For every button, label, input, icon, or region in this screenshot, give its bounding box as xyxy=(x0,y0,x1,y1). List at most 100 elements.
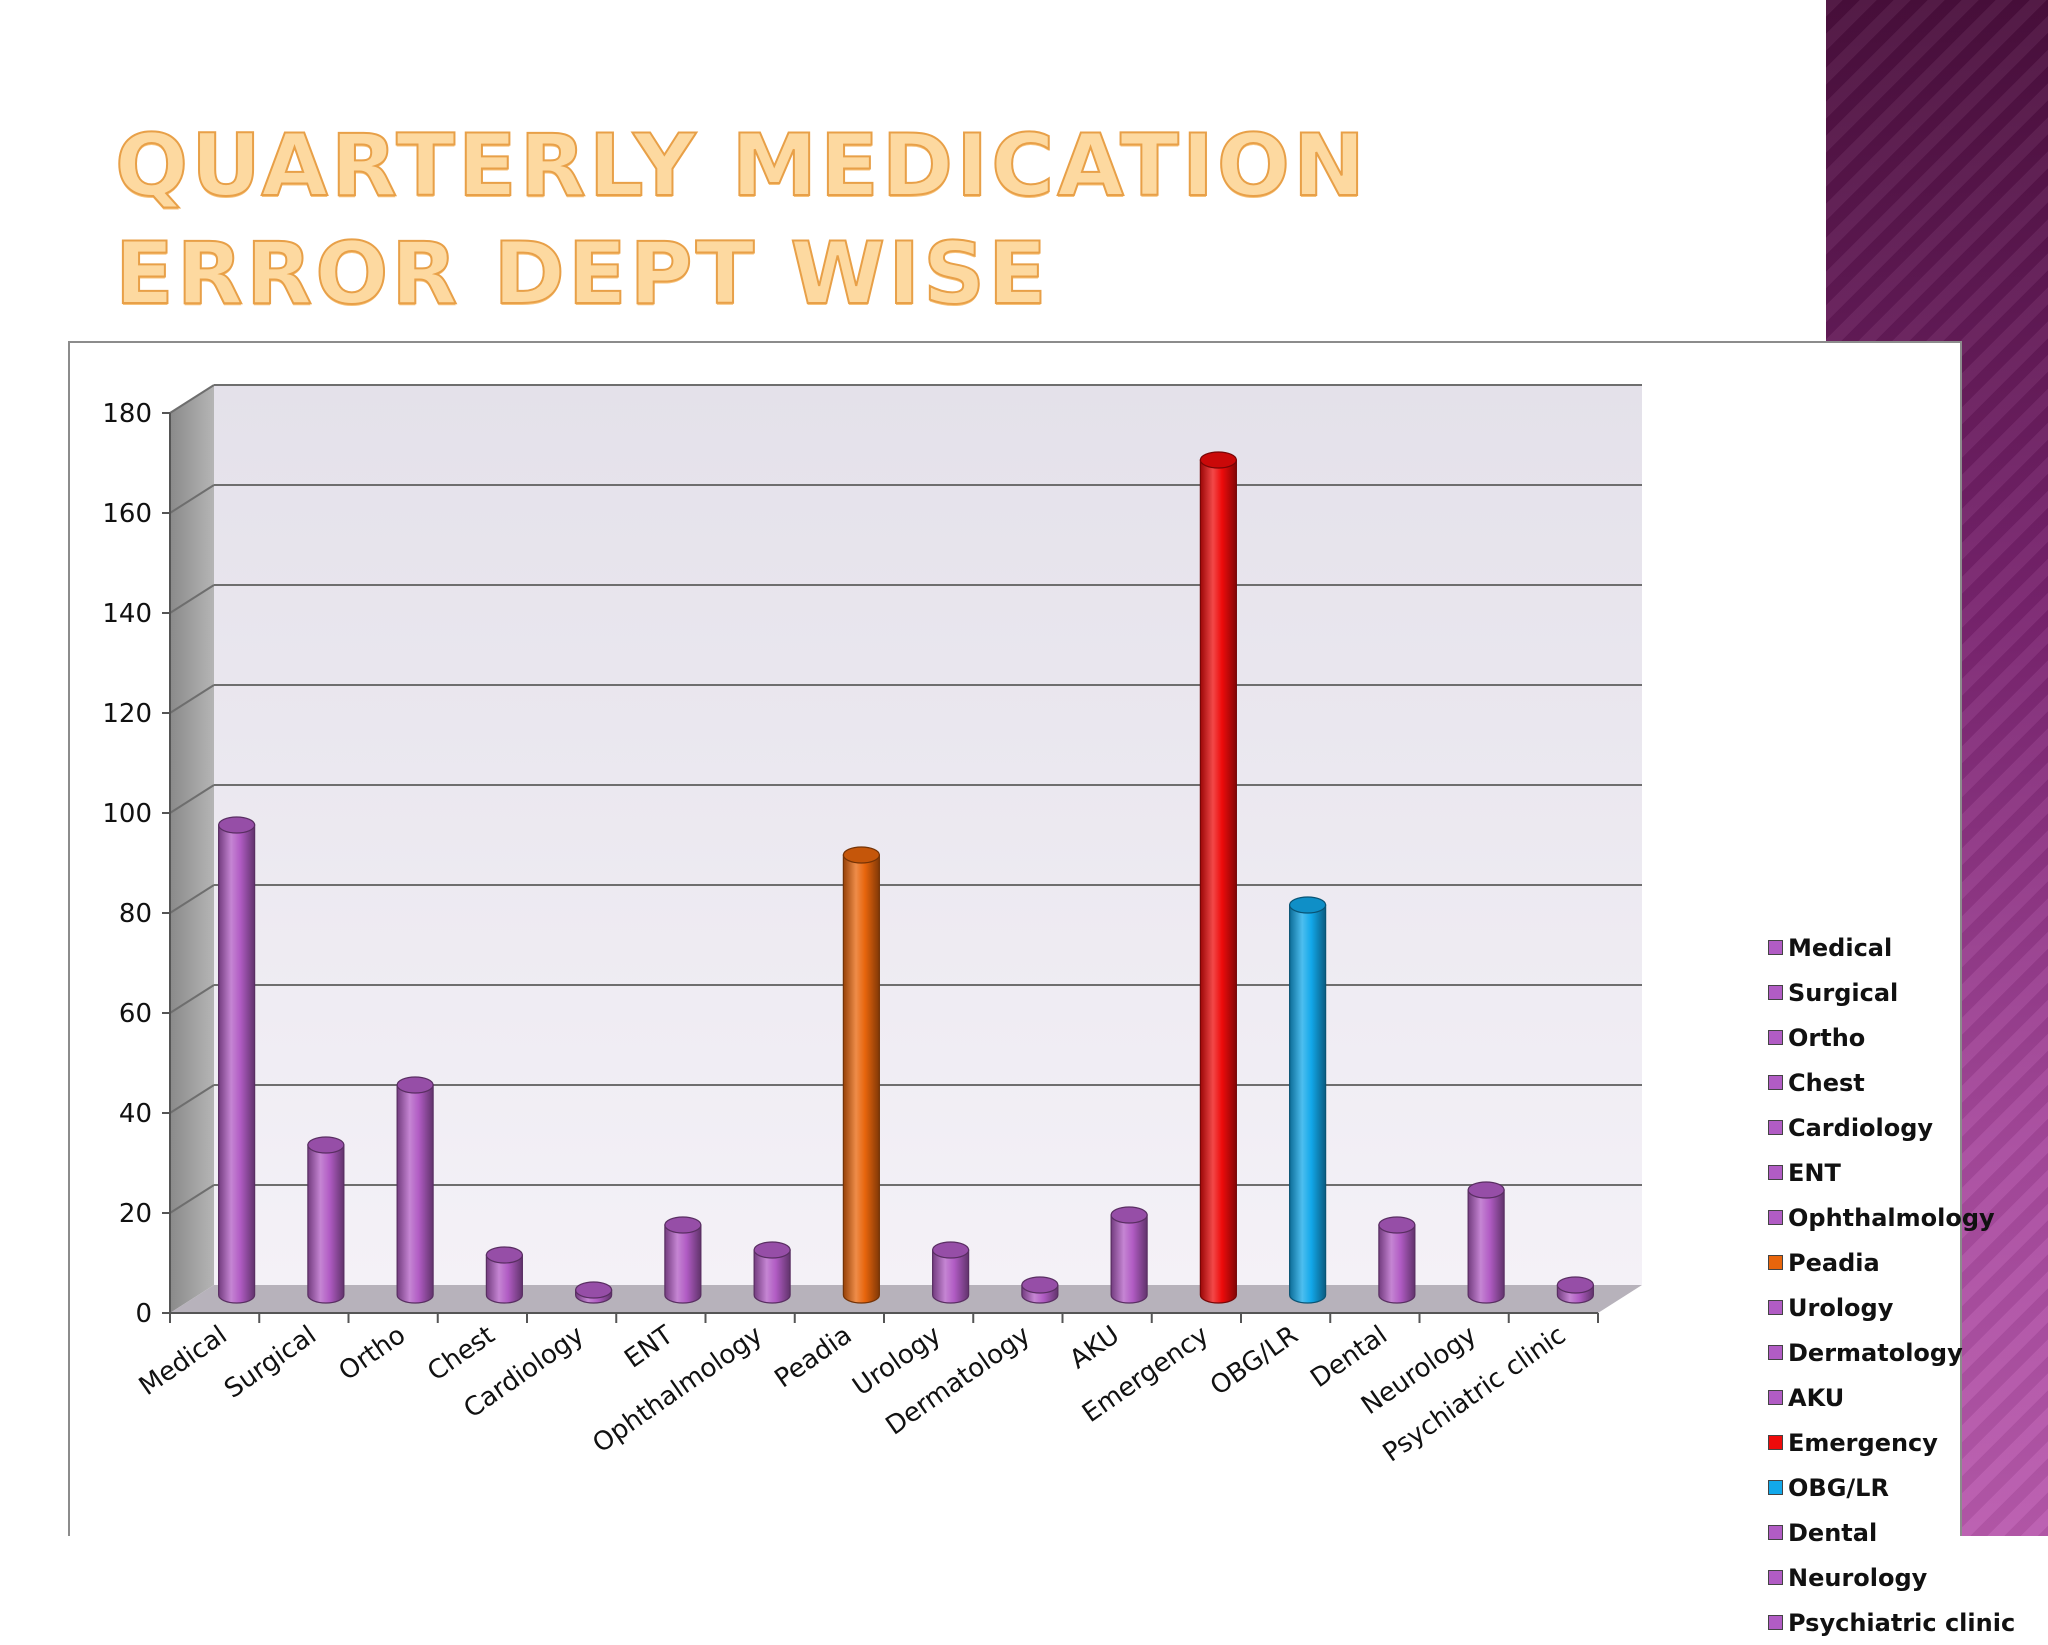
bar-dental xyxy=(1378,1224,1416,1304)
bar-top-cap xyxy=(1467,1181,1505,1199)
legend-entry: OBG/LR xyxy=(1768,1465,2028,1510)
bar-urology xyxy=(932,1249,970,1304)
legend-entry: Medical xyxy=(1768,925,2028,970)
bar-obg-lr xyxy=(1289,904,1327,1304)
gridline-side xyxy=(169,984,215,1014)
bar-top-cap xyxy=(932,1241,970,1259)
legend-label: Ophthalmology xyxy=(1788,1203,1995,1232)
bar-ortho xyxy=(396,1084,434,1304)
bar-ent xyxy=(664,1224,702,1304)
x-tick-label: Peadia xyxy=(769,1320,857,1394)
x-tick-label: Medical xyxy=(134,1320,233,1402)
gridline-side xyxy=(169,684,215,714)
bar-emergency xyxy=(1199,459,1237,1304)
bar-top-cap xyxy=(1556,1276,1594,1294)
y-tick-label: 120 xyxy=(102,699,152,729)
gridline-side xyxy=(169,884,215,914)
legend-label: Chest xyxy=(1788,1068,1865,1097)
x-tick-label: Surgical xyxy=(219,1320,322,1404)
gridline-side xyxy=(169,1084,215,1114)
gridline-side xyxy=(169,1184,215,1214)
y-tick-label: 20 xyxy=(119,1199,152,1229)
legend-label: Medical xyxy=(1788,933,1893,962)
legend-swatch xyxy=(1768,1075,1783,1090)
gridline-side xyxy=(169,384,215,414)
chart-side-wall xyxy=(170,385,214,1313)
legend-swatch xyxy=(1768,1210,1783,1225)
y-tick-label: 160 xyxy=(102,499,152,529)
legend-swatch xyxy=(1768,1165,1783,1180)
legend-swatch xyxy=(1768,1480,1783,1495)
y-tick-label: 100 xyxy=(102,799,152,829)
chart-back-wall xyxy=(214,385,1642,1285)
legend-swatch xyxy=(1768,1615,1783,1630)
bar-chest xyxy=(485,1254,523,1304)
bar-top-cap xyxy=(307,1136,345,1154)
bar-top-cap xyxy=(1289,896,1327,914)
legend-swatch xyxy=(1768,1345,1783,1360)
legend-label: Surgical xyxy=(1788,978,1899,1007)
legend-label: Emergency xyxy=(1788,1428,1938,1457)
bar-top-cap xyxy=(753,1241,791,1259)
bar-neurology xyxy=(1467,1189,1505,1304)
legend-entry: Surgical xyxy=(1768,970,2028,1015)
legend-swatch xyxy=(1768,1030,1783,1045)
legend-entry: Ortho xyxy=(1768,1015,2028,1060)
legend-label: Dental xyxy=(1788,1518,1878,1547)
x-tick-label: Chest xyxy=(422,1320,500,1387)
x-tick-label: Ortho xyxy=(334,1320,412,1387)
slide-title: Quarterly Medication Error Dept wise xyxy=(114,115,1368,325)
bar-top-cap xyxy=(842,846,880,864)
bar-surgical xyxy=(307,1144,345,1304)
bar-medical xyxy=(218,824,256,1304)
legend-label: Neurology xyxy=(1788,1563,1928,1592)
legend-entry: AKU xyxy=(1768,1375,2028,1420)
x-tick-label: ENT xyxy=(619,1320,679,1374)
y-tick-label: 40 xyxy=(119,1099,152,1129)
bar-peadia xyxy=(842,854,880,1304)
gridline-side xyxy=(169,584,215,614)
bar-top-cap xyxy=(485,1246,523,1264)
legend-swatch xyxy=(1768,985,1783,1000)
legend-entry: Dermatology xyxy=(1768,1330,2028,1375)
legend-label: Ortho xyxy=(1788,1023,1866,1052)
legend-entry: Ophthalmology xyxy=(1768,1195,2028,1240)
legend-swatch xyxy=(1768,1300,1783,1315)
y-tick-label: 60 xyxy=(119,999,152,1029)
chart-container: 0 20 40 60 80 100 120 140 160 180 Medical Surgical O… xyxy=(68,341,2015,1637)
legend-entry: Chest xyxy=(1768,1060,2028,1105)
legend-swatch xyxy=(1768,1435,1783,1450)
y-tick-label: 0 xyxy=(135,1299,152,1329)
legend-entry: Neurology xyxy=(1768,1555,2028,1600)
y-tick-label: 80 xyxy=(119,899,152,929)
legend-entry: Psychiatric clinic xyxy=(1768,1600,2028,1645)
y-tick-label: 180 xyxy=(102,399,152,429)
bar-top-cap xyxy=(1021,1276,1059,1294)
legend-swatch xyxy=(1768,1525,1783,1540)
legend-label: Dermatology xyxy=(1788,1338,1963,1367)
legend-label: OBG/LR xyxy=(1788,1473,1889,1502)
legend-label: Psychiatric clinic xyxy=(1788,1608,2016,1637)
bar-top-cap xyxy=(396,1076,434,1094)
bar-top-cap xyxy=(1110,1206,1148,1224)
x-tick-label: OBG/LR xyxy=(1205,1320,1304,1402)
legend-label: ENT xyxy=(1788,1158,1841,1187)
legend-label: Urology xyxy=(1788,1293,1894,1322)
gridline-side xyxy=(169,784,215,814)
bar-top-cap xyxy=(1378,1216,1416,1234)
legend-entry: Urology xyxy=(1768,1285,2028,1330)
legend-swatch xyxy=(1768,1570,1783,1585)
x-tick-label: AKU xyxy=(1064,1320,1125,1375)
bar-ophthalmology xyxy=(753,1249,791,1304)
legend-entry: ENT xyxy=(1768,1150,2028,1195)
legend-label: Cardiology xyxy=(1788,1113,1934,1142)
legend-entry: Cardiology xyxy=(1768,1105,2028,1150)
legend-entry: Emergency xyxy=(1768,1420,2028,1465)
legend-entry: Peadia xyxy=(1768,1240,2028,1285)
bar-top-cap xyxy=(1199,451,1237,469)
chart-legend: Medical Surgical Ortho Chest Cardiology ENT Op… xyxy=(1768,925,2028,1645)
legend-label: Peadia xyxy=(1788,1248,1880,1277)
gridline-side xyxy=(169,484,215,514)
legend-entry: Dental xyxy=(1768,1510,2028,1555)
